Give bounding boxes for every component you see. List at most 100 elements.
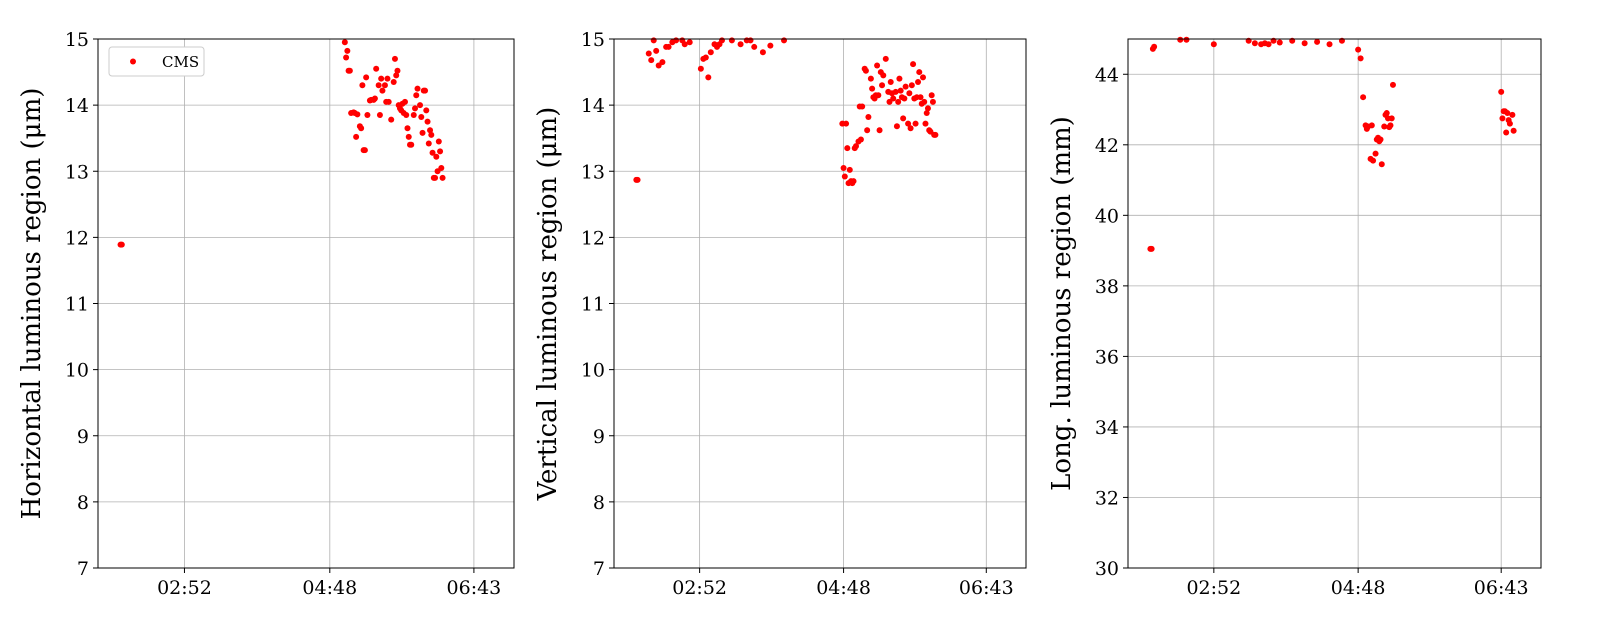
legend-box — [108, 46, 205, 77]
data-point — [344, 47, 351, 54]
data-point — [915, 78, 922, 85]
y-tick-label: 11 — [65, 294, 89, 316]
data-point — [341, 39, 348, 46]
data-point — [373, 65, 380, 72]
y-tick-label: 10 — [581, 360, 605, 382]
data-point — [681, 41, 688, 48]
data-point — [408, 141, 415, 148]
data-point — [906, 90, 913, 97]
data-point — [908, 82, 915, 89]
data-point — [897, 87, 904, 94]
data-point — [1383, 110, 1390, 117]
data-point — [118, 241, 125, 248]
data-point — [781, 37, 788, 44]
data-point — [1360, 94, 1367, 101]
data-point — [869, 85, 876, 92]
data-point — [393, 72, 400, 79]
data-point — [718, 37, 725, 44]
data-point — [686, 39, 693, 46]
data-point — [429, 149, 436, 156]
data-point — [364, 112, 371, 119]
data-point — [1378, 161, 1385, 168]
y-tick-label: 34 — [1095, 417, 1119, 439]
data-point — [850, 178, 857, 185]
data-point — [354, 111, 361, 118]
data-point — [1377, 136, 1384, 143]
data-point — [879, 82, 886, 89]
data-point — [1357, 55, 1364, 62]
y-tick-label: 11 — [581, 294, 605, 316]
data-point — [1510, 127, 1517, 134]
data-point — [697, 65, 704, 72]
x-tick-label: 04:48 — [1331, 577, 1386, 599]
y-tick-label: 10 — [65, 360, 89, 382]
data-point — [862, 67, 869, 74]
data-point — [902, 83, 909, 90]
data-point — [343, 54, 350, 61]
data-point — [707, 49, 714, 56]
y-tick-label: 38 — [1095, 276, 1119, 298]
data-point — [418, 114, 425, 121]
data-point — [867, 75, 874, 82]
data-point — [438, 164, 445, 171]
data-point — [673, 37, 680, 44]
data-point — [653, 47, 660, 54]
data-point — [1183, 36, 1190, 43]
data-point — [751, 43, 758, 50]
data-point — [424, 118, 431, 125]
data-point — [880, 72, 887, 79]
y-tick-label: 13 — [581, 161, 605, 183]
data-point — [385, 98, 392, 105]
y-tick-label: 7 — [77, 558, 89, 580]
data-point — [767, 42, 774, 49]
data-point — [413, 92, 420, 99]
data-point — [900, 115, 907, 122]
data-point — [1210, 41, 1217, 48]
data-point — [901, 95, 908, 102]
data-point — [896, 75, 903, 82]
y-tick-label: 9 — [593, 426, 605, 448]
data-point — [1355, 46, 1362, 53]
data-point — [1387, 122, 1394, 129]
data-point — [1148, 245, 1155, 252]
x-tick-label: 06:43 — [447, 577, 502, 599]
y-tick-label: 42 — [1095, 135, 1119, 157]
data-point — [1368, 122, 1375, 129]
data-point — [1389, 81, 1396, 88]
y-tick-label: 8 — [77, 492, 89, 514]
y-tick-label: 32 — [1095, 487, 1119, 509]
data-point — [1499, 115, 1506, 122]
data-point — [882, 55, 889, 62]
data-point — [728, 37, 735, 44]
data-point — [865, 114, 872, 121]
data-point — [1326, 41, 1333, 48]
data-point — [922, 120, 929, 127]
data-point — [422, 87, 429, 94]
y-tick-label: 15 — [65, 29, 89, 51]
chart-panel-3: 02:52 04:48 06:43 30 32 34 36 38 40 42 44 Long. lum… — [1047, 36, 1542, 599]
data-point — [1251, 40, 1258, 47]
data-point — [924, 105, 931, 112]
data-point — [890, 95, 897, 102]
data-point — [1506, 120, 1513, 127]
data-point — [874, 62, 881, 69]
y-tick-label: 13 — [65, 161, 89, 183]
data-point — [359, 82, 366, 89]
legend-label: CMS — [162, 53, 199, 71]
data-point — [1301, 40, 1308, 47]
data-point — [1314, 38, 1321, 45]
x-tick-label: 06:43 — [959, 577, 1014, 599]
data-point — [895, 98, 902, 105]
y-tick-label: 30 — [1095, 558, 1119, 580]
data-point — [404, 125, 411, 132]
data-point — [1503, 129, 1510, 136]
y-tick-label: 9 — [77, 426, 89, 448]
data-point — [737, 41, 744, 48]
legend-marker — [130, 58, 136, 65]
data-point — [928, 92, 935, 99]
data-point — [905, 120, 912, 127]
data-point — [843, 120, 850, 127]
data-point — [1381, 123, 1388, 130]
data-point — [428, 131, 435, 138]
